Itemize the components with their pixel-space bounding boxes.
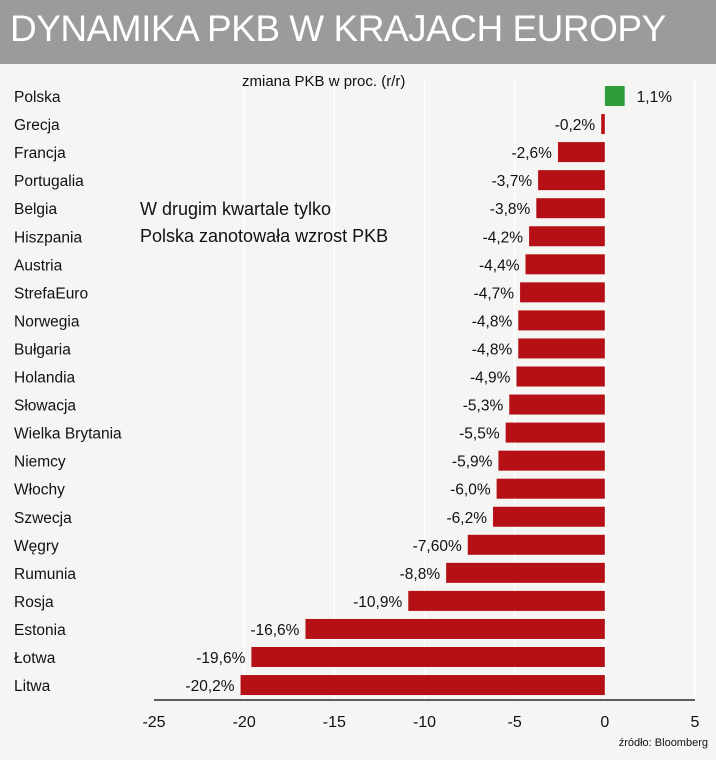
bar	[240, 675, 605, 696]
category-label: Włochy	[14, 482, 65, 499]
bar	[536, 198, 605, 219]
value-label: -4,7%	[474, 285, 515, 302]
category-label: Estonia	[14, 622, 66, 639]
bar	[493, 506, 605, 527]
x-tick-label: -25	[142, 714, 165, 731]
bar	[538, 170, 605, 191]
category-label: Łotwa	[14, 650, 56, 667]
chart-title: DYNAMIKA PKB W KRAJACH EUROPY	[10, 8, 666, 49]
value-label: -7,60%	[413, 538, 462, 555]
value-label: -4,2%	[483, 229, 524, 246]
bar	[496, 478, 605, 499]
annotation-line-2: Polska zanotowała wzrost PKB	[140, 226, 389, 246]
value-label: -0,2%	[555, 117, 596, 134]
category-label: Austria	[14, 257, 63, 274]
bar	[505, 422, 605, 443]
category-label: Węgry	[14, 538, 59, 555]
bar	[604, 86, 625, 106]
value-label: -4,4%	[479, 257, 520, 274]
value-label: -6,0%	[450, 482, 491, 499]
bar	[498, 450, 605, 471]
x-tick-label: -20	[233, 714, 256, 731]
bar	[467, 534, 605, 555]
category-label: Hiszpania	[14, 229, 82, 246]
category-label: Niemcy	[14, 454, 66, 471]
value-label: -3,7%	[492, 173, 533, 190]
x-tick-label: 0	[600, 714, 609, 731]
bar	[509, 394, 605, 415]
x-tick-label: 5	[691, 714, 700, 731]
chart-annotation: W drugim kwartale tylko Polska zanotował…	[140, 196, 388, 250]
value-label: -4,9%	[470, 370, 511, 387]
category-label: Holandia	[14, 370, 76, 387]
value-label: -10,9%	[353, 594, 402, 611]
bar	[529, 226, 605, 247]
category-label: Francja	[14, 145, 66, 162]
x-tick-label: -10	[413, 714, 436, 731]
category-label: Rumunia	[14, 566, 76, 583]
value-label: 1,1%	[637, 89, 673, 106]
value-label: -16,6%	[250, 622, 299, 639]
bar	[520, 282, 605, 303]
chart-subtitle: zmiana PKB w proc. (r/r)	[242, 73, 406, 90]
bar	[446, 562, 605, 583]
bar	[601, 114, 605, 135]
bar	[305, 618, 605, 639]
category-label: Grecja	[14, 117, 60, 134]
bar	[516, 366, 605, 387]
x-tick-label: -15	[323, 714, 346, 731]
bar	[525, 254, 605, 275]
annotation-line-1: W drugim kwartale tylko	[140, 199, 332, 219]
value-label: -8,8%	[400, 566, 441, 583]
category-label: Belgia	[14, 201, 57, 218]
category-label: Wielka Brytania	[14, 426, 122, 443]
category-label: Słowacja	[14, 398, 76, 415]
category-label: StrefaEuro	[14, 285, 88, 302]
title-bar: DYNAMIKA PKB W KRAJACH EUROPY	[0, 0, 716, 64]
category-label: Szwecja	[14, 510, 72, 527]
bar	[251, 647, 605, 667]
source-note: źródło: Bloomberg	[618, 737, 708, 749]
value-label: -4,8%	[472, 313, 513, 330]
value-label: -6,2%	[447, 510, 488, 527]
bar	[518, 338, 605, 359]
bar	[408, 590, 605, 611]
category-label: Norwegia	[14, 313, 80, 330]
category-label: Polska	[14, 89, 61, 106]
value-label: -5,9%	[452, 454, 493, 471]
value-label: -19,6%	[196, 650, 245, 667]
bar	[518, 310, 605, 331]
category-label: Bułgaria	[14, 341, 71, 358]
value-label: -20,2%	[185, 678, 234, 695]
x-tick-label: -5	[508, 714, 522, 731]
value-label: -5,5%	[459, 426, 500, 443]
value-label: -2,6%	[511, 145, 552, 162]
value-label: -4,8%	[472, 341, 513, 358]
category-label: Portugalia	[14, 173, 84, 190]
category-label: Rosja	[14, 594, 54, 611]
bar	[557, 142, 605, 163]
category-label: Litwa	[14, 678, 51, 695]
value-label: -5,3%	[463, 398, 504, 415]
value-label: -3,8%	[490, 201, 531, 218]
